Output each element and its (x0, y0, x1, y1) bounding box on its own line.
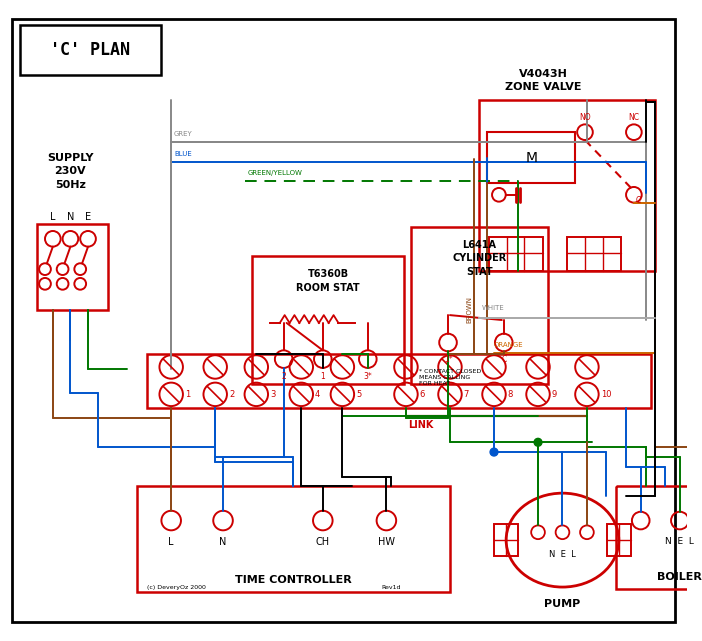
Bar (567, 237, 621, 271)
Text: BLUE: BLUE (174, 151, 192, 156)
Bar (489, 237, 543, 271)
Text: CYLINDER: CYLINDER (452, 253, 506, 263)
Text: BOILER: BOILER (657, 572, 702, 582)
Text: 1: 1 (320, 372, 325, 381)
Bar (147, 354, 651, 408)
Text: N: N (67, 212, 74, 222)
Text: LINK: LINK (408, 420, 433, 429)
Bar (137, 487, 450, 592)
Text: 4: 4 (315, 390, 320, 399)
Text: L: L (168, 537, 174, 547)
Bar (20, 24, 161, 76)
Text: NC: NC (628, 113, 640, 122)
Text: HW: HW (378, 537, 395, 547)
Text: 3: 3 (270, 390, 275, 399)
Text: M: M (525, 151, 537, 165)
Text: ORANGE: ORANGE (494, 342, 524, 347)
Text: C: C (501, 355, 506, 364)
Text: BROWN: BROWN (467, 296, 472, 322)
Bar (487, 132, 575, 183)
Text: 3*: 3* (364, 372, 372, 381)
Text: V4043H: V4043H (519, 69, 567, 78)
Text: N  E  L: N E L (665, 537, 694, 546)
Text: E: E (85, 212, 91, 222)
Bar (616, 487, 702, 589)
Text: PUMP: PUMP (544, 599, 581, 609)
Text: L641A: L641A (463, 240, 496, 250)
Text: CH: CH (316, 537, 330, 547)
Text: GREY: GREY (174, 131, 193, 137)
Bar (607, 524, 630, 556)
Text: 2: 2 (229, 390, 234, 399)
Text: Rev1d: Rev1d (381, 585, 401, 590)
Bar (479, 100, 656, 271)
Text: GREEN/YELLOW: GREEN/YELLOW (248, 171, 303, 176)
Bar (253, 256, 404, 383)
Text: ZONE VALVE: ZONE VALVE (505, 82, 581, 92)
Text: 9: 9 (552, 390, 557, 399)
Text: NO: NO (579, 113, 591, 122)
Text: 8: 8 (508, 390, 513, 399)
Text: 1*: 1* (444, 355, 452, 364)
Circle shape (534, 438, 542, 446)
Bar (494, 524, 518, 556)
Text: N  E  L: N E L (549, 550, 576, 560)
Text: N: N (219, 537, 227, 547)
Bar (37, 224, 107, 310)
Text: 10: 10 (601, 390, 611, 399)
Text: 2: 2 (282, 372, 286, 381)
Text: T6360B: T6360B (307, 269, 349, 279)
Text: 7: 7 (464, 390, 469, 399)
Text: WHITE: WHITE (482, 305, 504, 312)
Text: SUPPLY
230V
50Hz: SUPPLY 230V 50Hz (47, 153, 93, 190)
Text: L: L (50, 212, 55, 222)
Text: * CONTACT CLOSED
MEANS CALLING
FOR HEAT: * CONTACT CLOSED MEANS CALLING FOR HEAT (418, 369, 481, 385)
Text: STAT: STAT (466, 267, 493, 277)
Bar (411, 227, 548, 383)
Text: 6: 6 (420, 390, 425, 399)
Text: C: C (636, 196, 641, 205)
Circle shape (490, 448, 498, 456)
Text: 'C' PLAN: 'C' PLAN (50, 41, 130, 59)
Text: 5: 5 (356, 390, 362, 399)
Text: ROOM STAT: ROOM STAT (296, 283, 360, 293)
Text: TIME CONTROLLER: TIME CONTROLLER (235, 575, 352, 585)
Text: (c) DeveryOz 2000: (c) DeveryOz 2000 (147, 585, 206, 590)
Text: 1: 1 (185, 390, 190, 399)
